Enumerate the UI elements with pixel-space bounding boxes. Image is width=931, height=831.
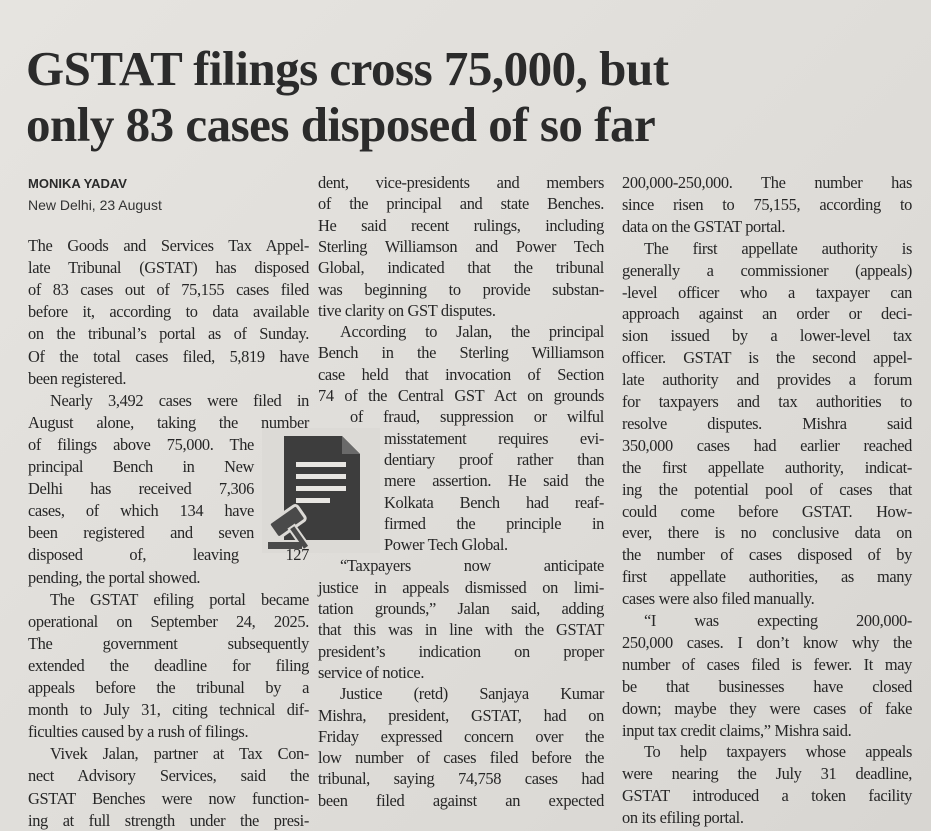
text-line: be that businesses have closed [622, 676, 912, 696]
text-line: -level officer who a taxpayer can [622, 282, 912, 302]
text-line: on the tribunal’s portal as of Sunday. [28, 324, 309, 344]
text-line: input tax credit claims,” Mishra said. [622, 720, 852, 740]
text-line: The first appellate authority is [644, 238, 912, 258]
text-line: dent, vice-presidents and members [318, 173, 604, 192]
text-line: on its efiling portal. [622, 808, 744, 828]
text-line: Delhi has received 7,306 [28, 479, 254, 499]
text-line: down; maybe they were cases of fake [622, 698, 912, 718]
text-line: was beginning to provide substan- [318, 279, 604, 299]
text-line: cases, of which 134 have [28, 501, 254, 521]
text-line: Vivek Jalan, partner at Tax Con- [50, 744, 309, 764]
text-line: sion issued by a lower-level tax [622, 326, 912, 346]
text-line: August alone, taking the number [28, 412, 309, 432]
text-line: Bench in the Sterling Williamson [318, 343, 604, 363]
text-line: extended the deadline for filing [28, 655, 309, 675]
text-line: of the principal and state Benches. [318, 194, 604, 214]
text-line: Sterling Williamson and Power Tech [318, 236, 604, 256]
text-line: tive clarity on GST disputes. [318, 300, 496, 320]
text-line: Kolkata Bench had reaf- [384, 492, 604, 512]
text-line: Friday expressed concern over the [318, 726, 604, 746]
text-line: tation grounds,” Jalan said, adding [318, 599, 604, 618]
text-line: cases were also filed manually. [622, 589, 815, 609]
text-line: pending, the portal showed. [28, 567, 201, 587]
text-line: of fraud, suppression or wilful [350, 407, 604, 427]
document-gavel-icon [262, 428, 380, 553]
text-line: Global, indicated that the tribunal [318, 258, 604, 278]
text-line: case held that invocation of Section [318, 364, 604, 384]
text-line: ing the potential pool of cases that [622, 479, 912, 499]
text-line: the first appellate authority, indicat- [622, 457, 912, 477]
text-line: Of the total cases filed, 5,819 have [28, 346, 309, 366]
text-line: GSTAT Benches were now function- [28, 788, 309, 808]
text-line: low number of cases filed before the [318, 748, 604, 768]
text-line: been registered and seven [28, 523, 254, 543]
text-line: of filings above 75,000. The [28, 434, 254, 454]
text-line: 350,000 cases had earlier reached [622, 435, 912, 455]
text-line: late Tribunal (GSTAT) has disposed [28, 258, 309, 278]
text-line: month to July 31, citing technical dif- [28, 700, 309, 720]
text-line: The government subsequently [28, 633, 309, 653]
text-line: late authority and provides a forum [622, 370, 912, 390]
text-line: ing at full strength under the presi- [28, 810, 309, 830]
text-line: misstatement requires evi- [384, 428, 604, 448]
text-line: dentiary proof rather than [384, 449, 604, 469]
text-line: firmed the principle in [384, 513, 604, 533]
text-line: could come before GSTAT. How- [622, 501, 912, 521]
text-line: mere assertion. He said the [384, 471, 604, 491]
text-line: 250,000 cases. I don’t know why the [622, 632, 912, 652]
text-line: 74 of the Central GST Act on grounds [318, 386, 604, 405]
author: MONIKA YADAV [28, 176, 127, 191]
text-line: According to Jalan, the principal [340, 322, 604, 342]
text-line: GSTAT introduced a token facility [622, 786, 912, 806]
text-line: Nearly 3,492 cases were filed in [50, 390, 309, 410]
headline: GSTAT filings cross 75,000, but [26, 41, 669, 96]
text-line: To help taxpayers whose appeals [644, 742, 912, 762]
text-line: generally a commissioner (appeals) [622, 260, 912, 280]
text-line: ficulties caused by a rush of filings. [28, 722, 249, 742]
text-line: The GSTAT efiling portal became [50, 589, 309, 609]
text-line: for taxpayers and tax authorities to [622, 392, 912, 411]
text-line: of 83 cases out of 75,155 cases filed [28, 280, 309, 300]
text-line: data on the GSTAT portal. [622, 216, 786, 236]
text-line: appeals before the tribunal by a [28, 678, 309, 697]
text-line: resolve disputes. Mishra said [622, 413, 912, 433]
text-line: president’s indication on proper [318, 641, 604, 661]
text-line: Power Tech Global. [384, 535, 508, 555]
text-line: Mishra, president, GSTAT, had on [318, 705, 604, 725]
text-line: He said recent rulings, including [318, 215, 604, 235]
text-line: since risen to 75,155, according to [622, 194, 912, 214]
text-line: the number of cases disposed of by [622, 545, 912, 565]
dateline: New Delhi, 23 August [28, 197, 162, 213]
text-line: Justice (retd) Sanjaya Kumar [340, 684, 604, 704]
text-line: “I was expecting 200,000- [644, 611, 912, 630]
text-line: before it, according to data available [28, 302, 309, 322]
text-line: disposed of, leaving 127 [28, 545, 309, 565]
text-line: officer. GSTAT is the second appel- [622, 348, 912, 368]
text-line: principal Bench in New [28, 457, 254, 476]
text-line: number of cases filed is fewer. It may [622, 654, 912, 674]
text-line: 200,000-250,000. The number has [622, 173, 912, 192]
text-line: nect Advisory Services, said the [28, 766, 309, 786]
text-line: approach against an order or deci- [622, 304, 912, 324]
text-line: operational on September 24, 2025. [28, 611, 309, 631]
text-line: ever, there is no conclusive data on [622, 523, 912, 543]
text-line: been filed against an expected [318, 790, 604, 810]
text-line: first appellate authorities, as many [622, 567, 912, 587]
text-line: service of notice. [318, 662, 425, 682]
text-line: “Taxpayers now anticipate [340, 556, 604, 576]
text-line: that this was in line with the GSTAT [318, 620, 604, 640]
headline: only 83 cases disposed of so far [26, 97, 656, 152]
text-line: were nearing the July 31 deadline, [622, 764, 912, 784]
text-line: been registered. [28, 368, 127, 388]
text-line: tribunal, saying 74,758 cases had [318, 769, 604, 789]
text-line: justice in appeals dismissed on limi- [318, 577, 604, 597]
text-line: The Goods and Services Tax Appel- [28, 236, 309, 255]
